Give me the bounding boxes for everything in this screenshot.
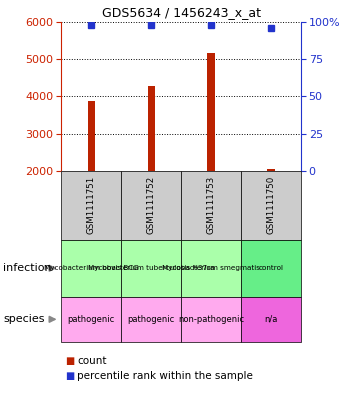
Text: control: control: [259, 265, 284, 271]
Text: infection: infection: [4, 263, 52, 273]
Bar: [148, 86, 155, 171]
Text: non-pathogenic: non-pathogenic: [178, 315, 244, 324]
Text: GSM1111751: GSM1111751: [87, 176, 96, 235]
Text: ■: ■: [65, 356, 74, 366]
Text: pathogenic: pathogenic: [127, 315, 175, 324]
Bar: [208, 53, 215, 171]
Text: ■: ■: [65, 371, 74, 382]
Text: species: species: [4, 314, 45, 324]
Text: percentile rank within the sample: percentile rank within the sample: [77, 371, 253, 382]
Title: GDS5634 / 1456243_x_at: GDS5634 / 1456243_x_at: [102, 6, 261, 19]
Text: Mycobacterium tuberculosis H37ra: Mycobacterium tuberculosis H37ra: [88, 265, 215, 271]
Text: Mycobacterium bovis BCG: Mycobacterium bovis BCG: [44, 265, 139, 271]
Text: n/a: n/a: [264, 315, 278, 324]
Text: GSM1111750: GSM1111750: [267, 176, 275, 235]
Bar: [88, 101, 95, 171]
Bar: [267, 169, 275, 171]
Text: Mycobacterium smegmatis: Mycobacterium smegmatis: [162, 265, 260, 271]
Text: GSM1111752: GSM1111752: [147, 176, 156, 235]
Text: pathogenic: pathogenic: [68, 315, 115, 324]
Text: count: count: [77, 356, 106, 366]
Text: GSM1111753: GSM1111753: [206, 176, 216, 235]
